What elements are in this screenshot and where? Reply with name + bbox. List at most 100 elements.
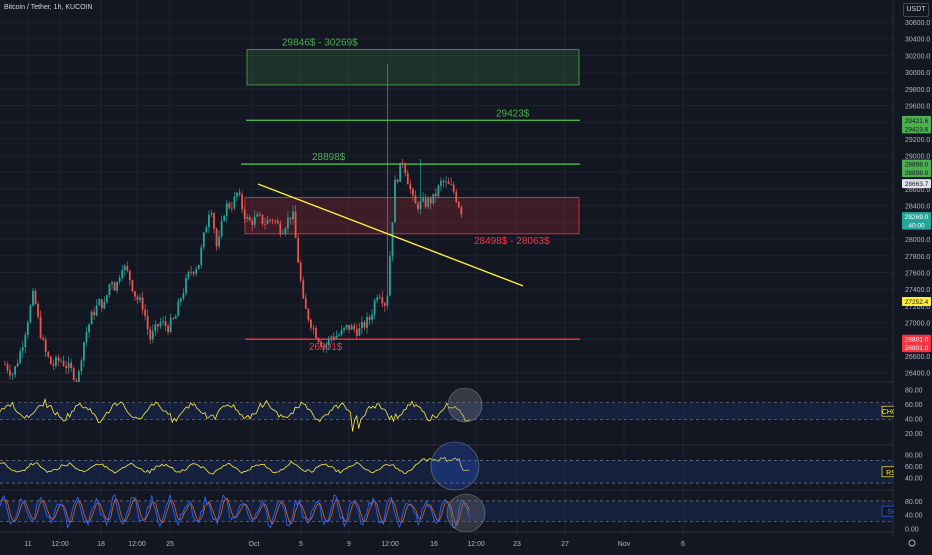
candle — [205, 224, 208, 233]
support-zone[interactable] — [244, 197, 580, 235]
price-badge[interactable]: 27252.4 — [902, 297, 931, 307]
candle-body — [106, 295, 108, 302]
candle — [248, 214, 251, 222]
price-badge[interactable]: 26801.0 — [902, 334, 931, 344]
candle — [136, 294, 139, 304]
price-tick-label: 29200.0 — [905, 137, 930, 144]
candle — [159, 317, 162, 330]
candle — [190, 265, 192, 276]
candle-body — [422, 198, 424, 202]
candle-body — [248, 217, 251, 221]
candle-body — [121, 270, 124, 279]
candle — [368, 314, 371, 326]
highlight-circle — [430, 441, 480, 491]
price-badge[interactable]: 29423.6 — [902, 124, 931, 134]
candle — [98, 297, 101, 306]
descending-trendline[interactable] — [257, 183, 524, 287]
candle-body — [19, 351, 22, 364]
candle-body — [174, 316, 177, 319]
candle — [414, 190, 417, 204]
symbol-title[interactable]: Bitcoin / Tether, 1h, KUCOIN — [4, 4, 93, 11]
candle-body — [52, 364, 55, 366]
candle — [174, 314, 177, 319]
candle-body — [261, 214, 264, 224]
candle-body — [386, 295, 389, 306]
rsi-line — [0, 456, 470, 475]
candle-body — [322, 346, 325, 348]
candle — [162, 316, 164, 326]
candle-body — [14, 366, 16, 375]
candle — [60, 357, 62, 363]
candle-body — [335, 335, 338, 339]
candle — [447, 177, 450, 185]
candle-body — [185, 278, 187, 294]
price-badge[interactable]: 28269.0 — [902, 212, 931, 222]
candle-body — [169, 318, 172, 332]
candle-body — [241, 194, 243, 210]
candle — [154, 320, 157, 337]
candle — [182, 288, 185, 301]
candle — [363, 320, 366, 331]
target-zone[interactable] — [246, 49, 580, 86]
candle-body — [26, 322, 29, 335]
price-badge-text: 29421.6 — [905, 118, 929, 125]
price-badge-text: 28663.7 — [905, 181, 929, 188]
candle — [103, 296, 106, 310]
candle-body — [238, 192, 241, 195]
price-badge[interactable]: 28898.0 — [902, 168, 931, 178]
candle-body — [264, 223, 266, 225]
price-badge[interactable]: 40:00 — [902, 220, 931, 230]
pane-tick-label: 40.00 — [905, 416, 923, 423]
candle-body — [310, 319, 312, 328]
candle — [246, 213, 249, 223]
candle — [62, 355, 65, 367]
candle — [85, 326, 88, 347]
candle-body — [350, 325, 353, 330]
candle — [49, 355, 52, 365]
candle — [233, 191, 236, 211]
time-axis: 11 12:00 18 12:00 25 Oct 5 9 12:00 16 12:00 23 27 Nov… — [0, 536, 932, 550]
candle — [338, 332, 340, 338]
candle-body — [460, 207, 463, 215]
candle-body — [98, 299, 101, 306]
candle-body — [149, 329, 152, 340]
candle-body — [417, 203, 419, 210]
price-tick-label: 26400.0 — [905, 371, 930, 378]
currency-button[interactable]: USDT — [903, 3, 929, 17]
gear-icon[interactable] — [908, 539, 916, 547]
candle-body — [327, 338, 330, 346]
candle — [164, 315, 167, 331]
candle — [52, 359, 55, 371]
candle-body — [29, 305, 32, 323]
time-tick-label: 11 — [24, 541, 31, 548]
candle — [24, 331, 27, 354]
candle-body — [256, 214, 259, 217]
candle-body — [136, 296, 139, 301]
price-badge[interactable]: 26801.0 — [902, 343, 931, 353]
price-badge[interactable]: 28898.0 — [902, 159, 931, 169]
candle — [149, 325, 152, 345]
candle-body — [302, 280, 305, 299]
candle-body — [452, 184, 455, 192]
candle-body — [77, 371, 80, 382]
candle-body — [182, 293, 185, 299]
price-tick-label: 27000.0 — [905, 321, 930, 328]
candle-body — [131, 279, 134, 292]
candle — [26, 319, 29, 339]
price-badge[interactable]: 29421.6 — [902, 115, 931, 125]
price-badge-bg — [902, 124, 931, 134]
price-tick-label: 27400.0 — [905, 287, 930, 294]
candle-body — [409, 184, 412, 190]
candle — [332, 332, 335, 342]
price-badge-text: 28898.0 — [905, 162, 929, 169]
candle-body — [215, 228, 218, 247]
candle — [315, 325, 317, 339]
candle — [460, 205, 463, 218]
drawings-layer — [257, 183, 524, 287]
candle-body — [361, 322, 363, 329]
price-badge[interactable]: 28663.7 — [902, 179, 931, 189]
candle — [14, 365, 16, 378]
candle-body — [266, 219, 269, 225]
